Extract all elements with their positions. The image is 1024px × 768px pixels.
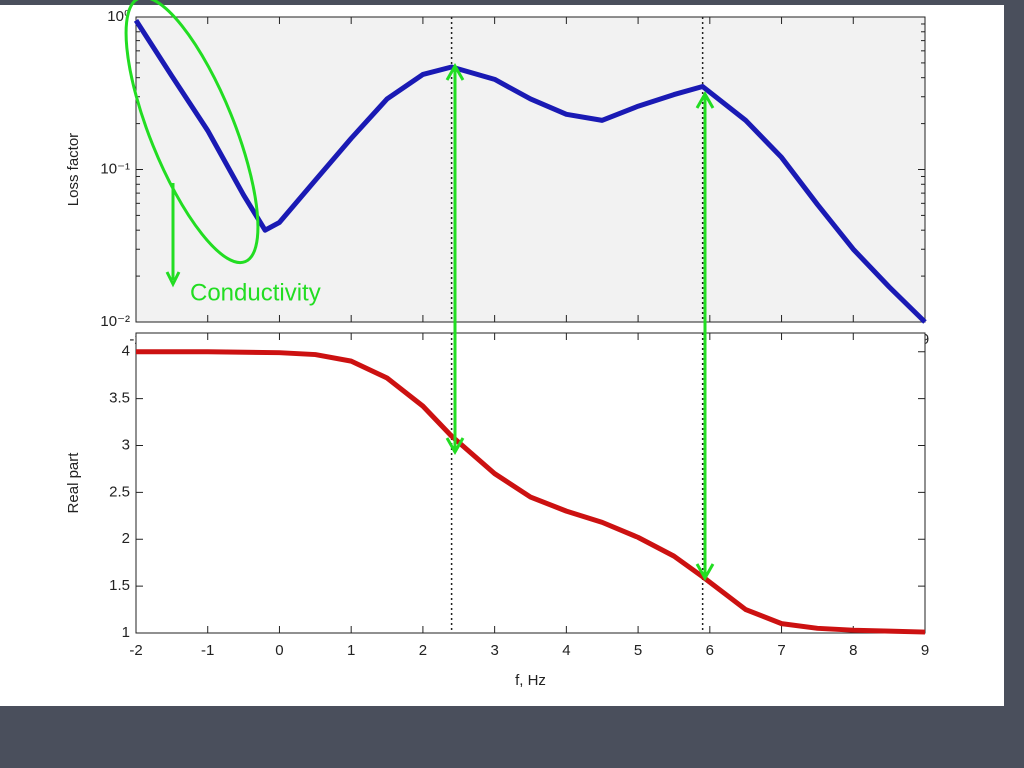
x-axis-label: f, Hz (515, 672, 546, 689)
data-line (133, 19, 927, 324)
y-tick-label: 2.5 (109, 483, 130, 500)
arrow-head (445, 437, 465, 456)
y-tick-label: 3 (122, 436, 130, 453)
x-tick-label: 7 (777, 642, 785, 659)
x-tick-label: 3 (490, 642, 498, 659)
x-tick-label: 1 (347, 642, 355, 659)
highlight-ellipse (124, 0, 260, 265)
x-tick-label: -1 (201, 642, 214, 659)
x-tick-label: -2 (129, 642, 142, 659)
annotations (124, 0, 715, 582)
x-tick-label: 0 (275, 642, 283, 659)
arrow-head (445, 62, 465, 81)
annotation: Conductivity (190, 279, 321, 306)
y-tick-label: 10⁻¹ (100, 160, 130, 177)
arrow-head (165, 271, 181, 288)
x-tick-label: 4 (562, 642, 570, 659)
y-tick-label: 1 (122, 624, 130, 641)
slide-footer (0, 706, 1024, 768)
x-tick-label: 5 (634, 642, 642, 659)
arrow-head (695, 563, 715, 582)
y-tick-label: 10⁰ (107, 8, 130, 25)
data-line (136, 349, 926, 635)
y-tick-label: 1.5 (109, 577, 130, 594)
x-tick-label: 2 (419, 642, 427, 659)
x-tick-label: 6 (706, 642, 714, 659)
y-axis-label: Loss factor (65, 133, 82, 206)
y-tick-label: 10⁻² (100, 313, 130, 330)
plot-area (135, 16, 926, 323)
y-tick-label: 3.5 (109, 390, 130, 407)
x-tick-label: 9 (921, 642, 929, 659)
y-tick-label: 2 (122, 530, 130, 547)
x-tick-label: 8 (849, 642, 857, 659)
plot-area (135, 332, 926, 634)
y-tick-label: 4 (122, 343, 130, 360)
arrow-head (695, 90, 715, 109)
y-axis-label: Real part (65, 452, 82, 514)
